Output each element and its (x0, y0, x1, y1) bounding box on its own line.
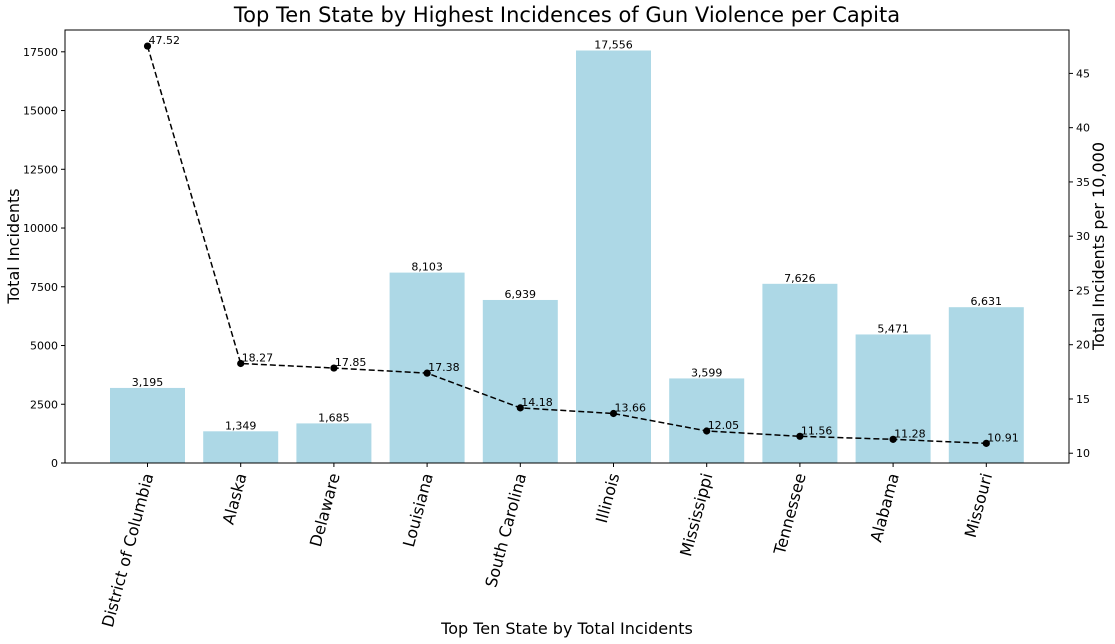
line-point (982, 439, 990, 447)
bar-value-label: 1,349 (225, 419, 257, 432)
x-tick-label: District of Columbia (98, 471, 157, 629)
x-tick-label: Delaware (306, 471, 344, 549)
x-tick-label: Mississippi (676, 471, 716, 558)
y-tick-label: 5000 (30, 340, 58, 353)
x-axis-label: Top Ten State by Total Incidents (440, 619, 693, 638)
x-tick-label: Tennessee (770, 471, 810, 557)
line-point (703, 427, 711, 435)
line-point (889, 435, 897, 443)
per-capita-line (146, 45, 987, 445)
bar-value-label: 17,556 (594, 38, 633, 51)
bar-value-label: 1,685 (318, 411, 350, 424)
x-tick-label: Louisiana (399, 471, 437, 549)
bar-value-label: 5,471 (877, 322, 909, 335)
bar-value-label: 7,626 (784, 272, 816, 285)
line-value-label: 14.18 (521, 396, 553, 409)
line-value-label: 11.28 (894, 427, 926, 440)
y2-tick-label: 20 (1076, 339, 1090, 352)
line-value-label: 10.91 (987, 431, 1019, 444)
bar (576, 50, 651, 464)
y2-tick-label: 35 (1076, 176, 1090, 189)
bar-value-label: 6,939 (505, 288, 537, 301)
line-value-label: 18.27 (242, 351, 274, 364)
plot-frame (64, 29, 1070, 464)
bar (948, 307, 1024, 463)
y2-tick-label: 45 (1076, 67, 1090, 80)
y-tick-label: 17500 (23, 46, 58, 59)
line-value-label: 11.56 (801, 424, 833, 437)
bar-value-label: 8,103 (411, 261, 443, 274)
x-tick-label: South Carolina (481, 471, 530, 589)
bar (203, 431, 279, 463)
chart-title: Top Ten State by Highest Incidences of G… (233, 3, 900, 27)
y2-tick-label: 10 (1076, 447, 1090, 460)
x-tick-label: Missouri (961, 471, 996, 540)
line-value-label: 13.66 (615, 402, 647, 415)
y2-tick-label: 30 (1076, 230, 1090, 243)
line-point (796, 432, 804, 440)
bar (669, 378, 745, 463)
line-point (330, 364, 338, 372)
y2-axis-label: Total Incidents per 10,000 (1089, 142, 1108, 351)
y-axis-label: Total Incidents (4, 188, 23, 304)
bar (389, 272, 465, 463)
bar (110, 387, 185, 463)
line-value-label: 47.52 (149, 34, 181, 47)
y2-tick-label: 40 (1076, 122, 1090, 135)
bar-value-label: 6,631 (971, 295, 1003, 308)
y-tick-label: 7500 (30, 281, 58, 294)
line-point (423, 369, 431, 377)
y-tick-label: 2500 (30, 398, 58, 411)
x-tick-label: Alabama (866, 471, 903, 544)
x-tick-label: Alaska (219, 471, 251, 526)
y-tick-label: 15000 (23, 105, 58, 118)
bar (482, 299, 558, 463)
y2-tick-label: 15 (1076, 393, 1090, 406)
line-value-label: 17.38 (428, 361, 460, 374)
y-tick-label: 12500 (23, 163, 58, 176)
y-tick-label: 0 (51, 457, 58, 470)
line-point (609, 409, 618, 418)
line-value-label: 12.05 (708, 419, 740, 432)
bar-value-label: 3,195 (132, 376, 164, 389)
x-tick-label: Illinois (592, 471, 623, 525)
bar (296, 423, 372, 463)
bar-value-label: 3,599 (691, 366, 723, 379)
line-point (237, 359, 245, 368)
line-value-label: 17.85 (335, 356, 367, 369)
line-point (516, 404, 524, 412)
y2-tick-label: 25 (1076, 284, 1090, 297)
line-point (143, 42, 152, 50)
bar (855, 334, 931, 463)
y-tick-label: 10000 (23, 222, 58, 235)
plot-area: 0 2500 5000 7500 10000 12500 15000 17500 10 15 20 2… (23, 29, 1090, 629)
